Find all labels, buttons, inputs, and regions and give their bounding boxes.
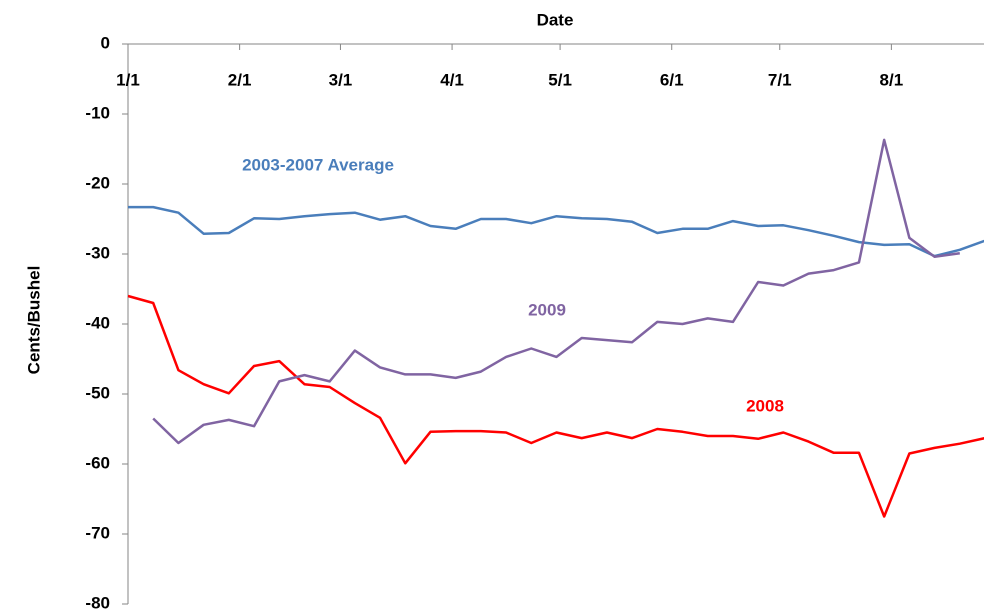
chart-title: Date [537, 10, 574, 29]
y-tick-label: -80 [85, 593, 110, 612]
y-tick-label: -10 [85, 103, 110, 122]
series-label: 2003-2007 Average [242, 155, 394, 174]
x-tick-label: 5/1 [548, 70, 572, 89]
x-tick-label: 1/1 [116, 70, 140, 89]
x-tick-label: 3/1 [329, 70, 353, 89]
y-axis-label: Cents/Bushel [24, 266, 43, 375]
x-tick-label: 6/1 [660, 70, 684, 89]
x-tick-label: 2/1 [228, 70, 252, 89]
y-tick-label: -20 [85, 173, 110, 192]
series-label: 2009 [528, 300, 566, 319]
x-tick-label: 7/1 [768, 70, 792, 89]
series-line [152, 138, 960, 445]
y-tick-label: -30 [85, 243, 110, 262]
y-tick-label: -50 [85, 383, 110, 402]
y-tick-label: -60 [85, 453, 110, 472]
y-tick-label: 0 [101, 33, 110, 52]
series-line [128, 205, 984, 258]
y-tick-label: -40 [85, 313, 110, 332]
series-line [127, 294, 984, 518]
y-tick-label: -70 [85, 523, 110, 542]
series-label: 2008 [746, 396, 784, 415]
x-tick-label: 8/1 [880, 70, 904, 89]
x-tick-label: 4/1 [440, 70, 464, 89]
